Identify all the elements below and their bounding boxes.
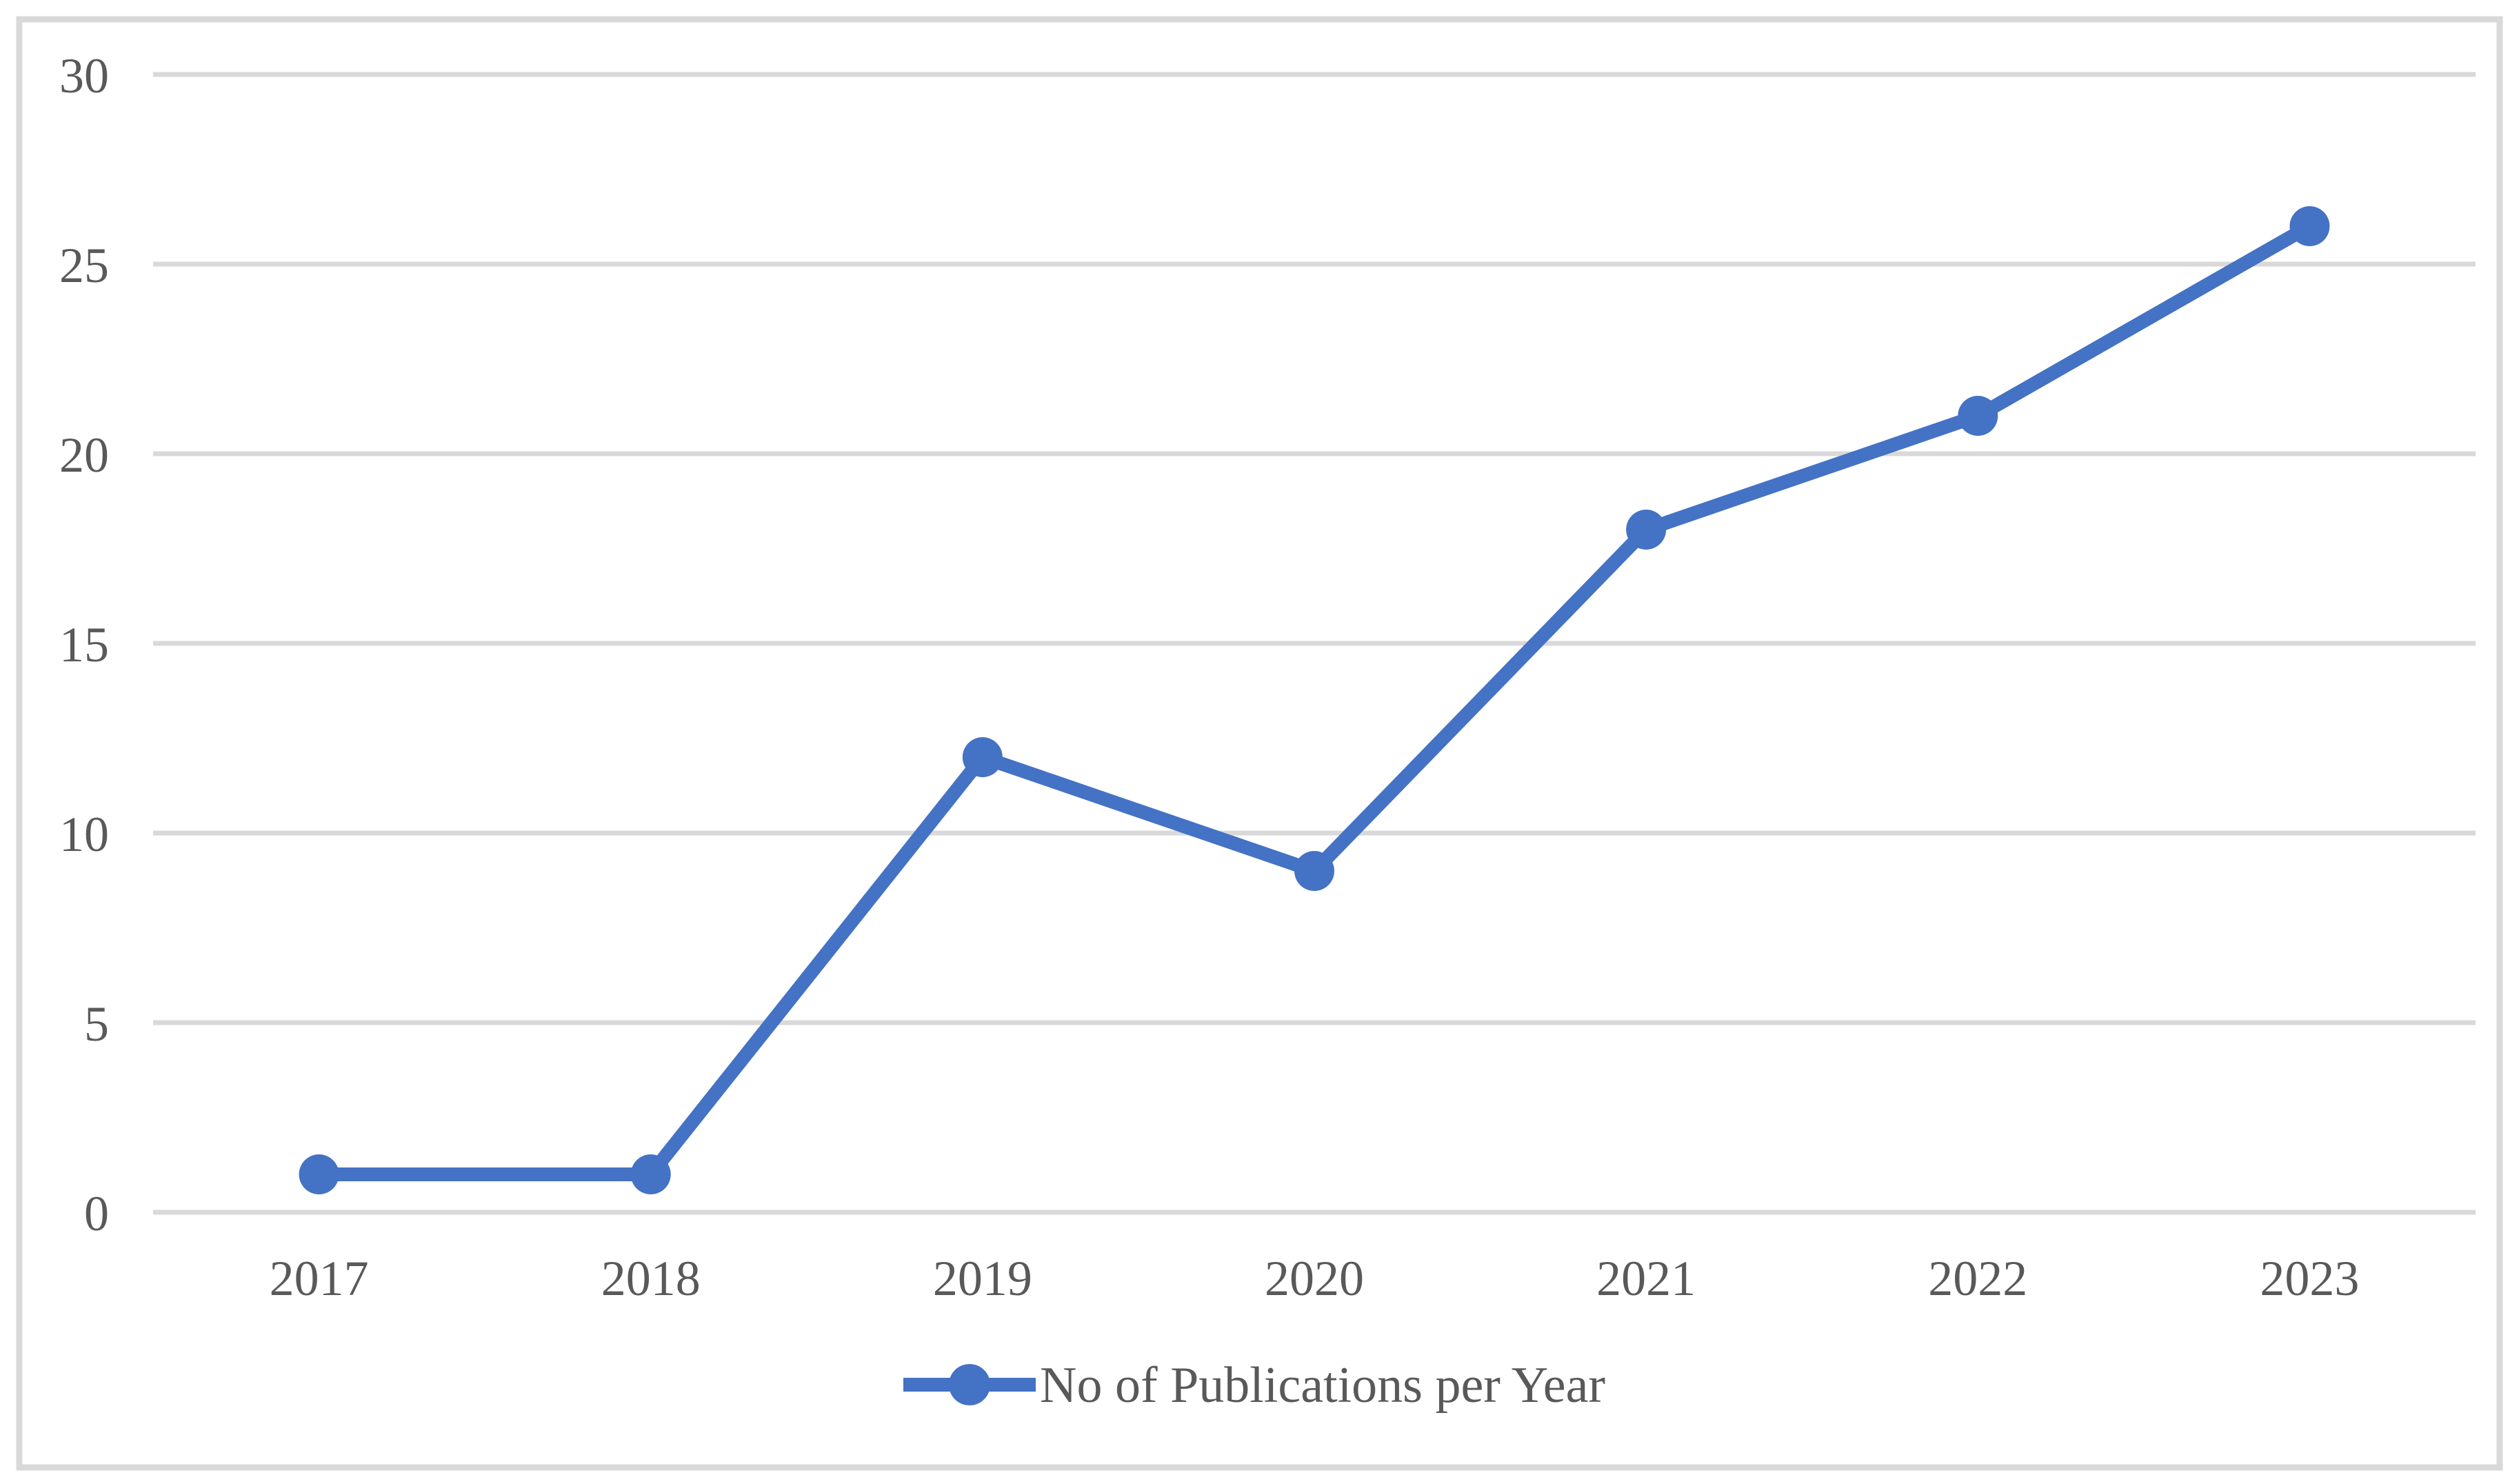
y-tick-label-0: 0 — [84, 1186, 109, 1241]
x-axis-tick-labels: 2017 2018 2019 2020 2021 2022 2023 — [270, 1251, 2360, 1306]
legend-label: No of Publications per Year — [1040, 1357, 1605, 1414]
data-point-2022 — [1958, 396, 1998, 436]
x-tick-label-2017: 2017 — [270, 1251, 369, 1306]
x-tick-label-2019: 2019 — [933, 1251, 1032, 1306]
data-point-2017 — [299, 1154, 339, 1194]
data-point-2021 — [1626, 510, 1667, 550]
y-tick-label-30: 30 — [59, 48, 109, 103]
x-tick-label-2023: 2023 — [2260, 1251, 2359, 1306]
gridlines-group — [153, 72, 2476, 1215]
data-point-2023 — [2289, 206, 2330, 246]
data-point-2019 — [962, 737, 1003, 777]
x-tick-label-2021: 2021 — [1596, 1251, 1696, 1306]
y-tick-label-10: 10 — [59, 807, 109, 862]
data-point-2018 — [630, 1154, 671, 1194]
y-tick-label-5: 5 — [84, 996, 109, 1052]
x-tick-label-2018: 2018 — [601, 1251, 701, 1306]
y-tick-label-25: 25 — [59, 238, 109, 293]
x-tick-label-2020: 2020 — [1265, 1251, 1364, 1306]
data-point-2020 — [1294, 851, 1334, 891]
figure-border — [16, 16, 2503, 1471]
series-line-0 — [312, 219, 2317, 1181]
legend-marker-icon — [949, 1364, 990, 1405]
data-series-group — [299, 206, 2330, 1194]
x-tick-label-2022: 2022 — [1928, 1251, 2027, 1306]
y-tick-label-20: 20 — [59, 428, 109, 483]
legend: No of Publications per Year — [903, 1357, 1605, 1414]
y-tick-label-15: 15 — [59, 617, 109, 672]
y-axis-tick-labels: 0 5 10 15 20 25 30 — [59, 48, 109, 1241]
